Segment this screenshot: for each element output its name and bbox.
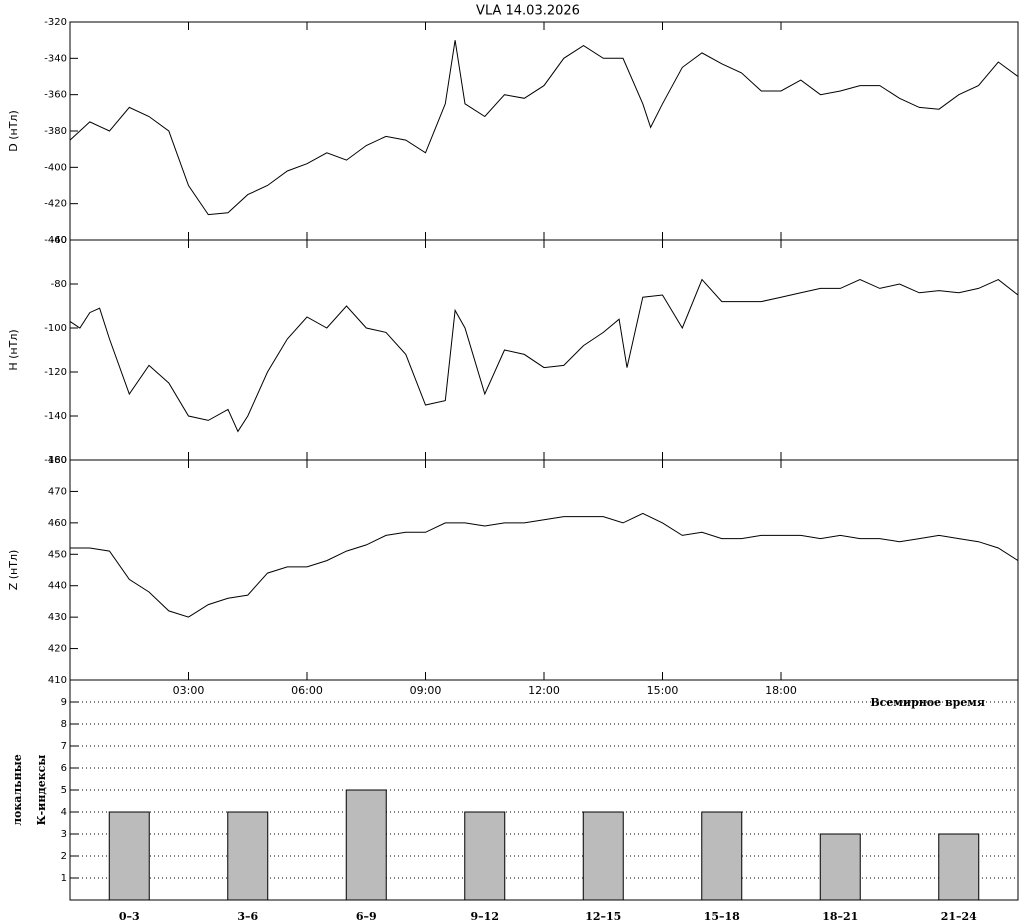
bar <box>227 811 269 901</box>
y-tick-label: -400 <box>44 162 67 173</box>
y-tick-label: 6 <box>61 763 67 774</box>
plot-frame <box>69 239 1019 461</box>
y-tick-label: 460 <box>48 518 67 529</box>
x-tick-label: 06:00 <box>291 684 323 697</box>
data-line <box>70 512 1019 618</box>
x-tick-label: 12–15 <box>585 910 621 921</box>
y-tick-label: 3 <box>61 829 67 840</box>
y-tick-label: 2 <box>61 851 67 862</box>
x-tick-label: 09:00 <box>410 684 442 697</box>
y-axis-label: H (нТл) <box>7 329 20 370</box>
x-tick-label: 0–3 <box>119 910 140 921</box>
x-tick-label: 21–24 <box>941 910 977 921</box>
x-tick-label: 15–18 <box>704 910 740 921</box>
bar <box>938 833 980 901</box>
y-tick-label: -320 <box>44 17 67 28</box>
y-tick-label: -140 <box>44 411 67 422</box>
y-tick-label: -420 <box>44 199 67 210</box>
x-tick-label: 03:00 <box>173 684 205 697</box>
plot-frame <box>69 679 1019 901</box>
y-tick-label: 410 <box>48 675 67 686</box>
y-tick-label: -380 <box>44 126 67 137</box>
y-tick-label: -440 <box>44 235 67 246</box>
y-tick-label: -100 <box>44 323 67 334</box>
x-tick-label: 15:00 <box>647 684 679 697</box>
x-tick-label: 12:00 <box>528 684 560 697</box>
plot-frame <box>69 459 1019 681</box>
x-tick-label: 3–6 <box>237 910 258 921</box>
y-tick-label: -80 <box>51 279 67 290</box>
x-tick-label: 6–9 <box>356 910 377 921</box>
y-tick-label: 430 <box>48 612 67 623</box>
y-tick-label: -160 <box>44 455 67 466</box>
bar <box>701 811 743 901</box>
x-tick-label: 9–12 <box>471 910 499 921</box>
y-tick-label: 480 <box>48 455 67 466</box>
y-axis-label: К-индексы <box>35 755 48 826</box>
x-tick-label: 18–21 <box>822 910 858 921</box>
plot-frame <box>69 21 1019 241</box>
bar <box>108 811 150 901</box>
y-tick-label: -340 <box>44 53 67 64</box>
y-tick-label: 9 <box>61 697 67 708</box>
bar <box>345 789 387 901</box>
y-tick-label: 470 <box>48 486 67 497</box>
x-tick-label: 18:00 <box>765 684 797 697</box>
y-tick-label: 1 <box>61 873 67 884</box>
bar <box>582 811 624 901</box>
y-tick-label: -360 <box>44 90 67 101</box>
y-tick-label: 7 <box>61 741 67 752</box>
y-tick-label: 5 <box>61 785 67 796</box>
y-tick-label: 450 <box>48 549 67 560</box>
y-axis-label: локальные <box>11 754 24 825</box>
data-line <box>69 40 1019 216</box>
y-tick-label: 8 <box>61 719 67 730</box>
y-tick-label: 4 <box>61 807 67 818</box>
y-axis-label: Z (нТл) <box>7 550 20 591</box>
bar <box>819 833 861 901</box>
y-tick-label: 440 <box>48 581 67 592</box>
y-tick-label: -120 <box>44 367 67 378</box>
y-axis-label: D (нТл) <box>7 110 20 152</box>
y-tick-label: -60 <box>51 235 67 246</box>
y-tick-label: 420 <box>48 644 67 655</box>
bar <box>464 811 506 901</box>
chart-title: VLA 14.03.2026 <box>476 4 580 19</box>
data-line <box>69 278 1019 433</box>
x-axis-label: Всемирное время <box>870 696 985 709</box>
